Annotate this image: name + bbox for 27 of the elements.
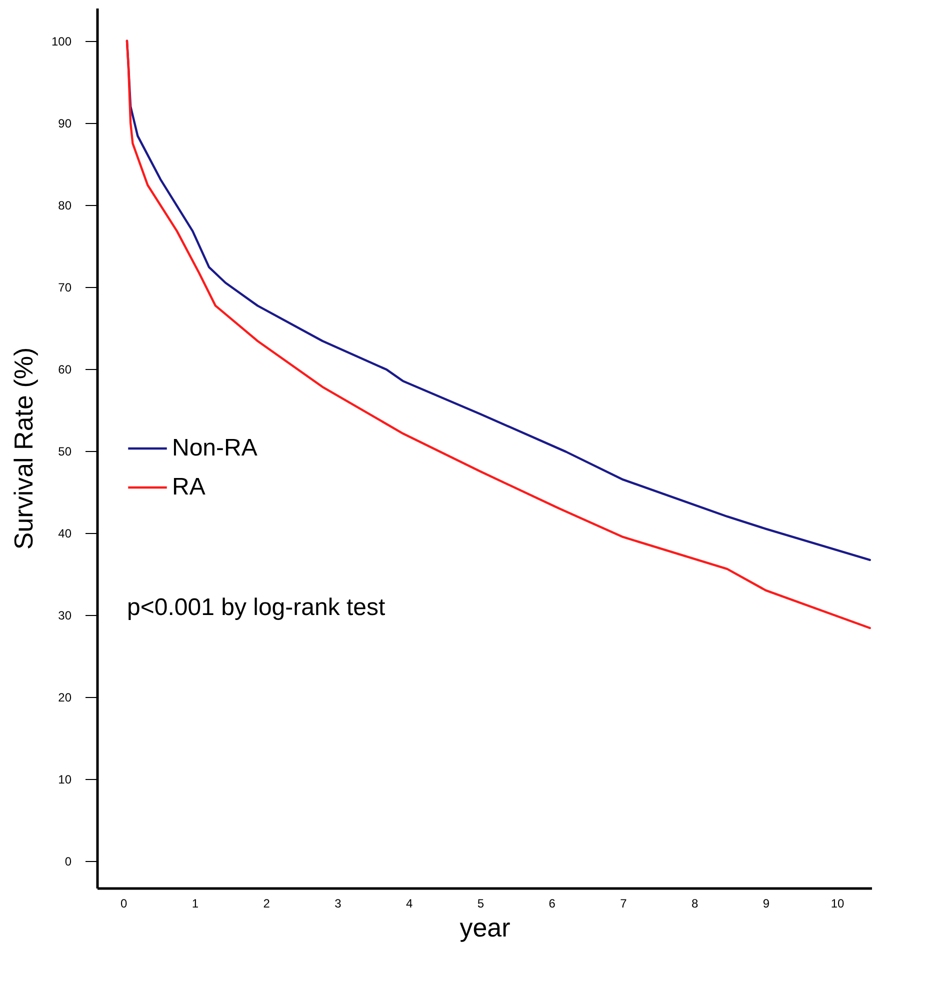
y-axis-title: Survival Rate (%): [8, 347, 38, 550]
y-tick-label: 30: [58, 608, 72, 622]
legend-label: Non-RA: [172, 434, 258, 462]
y-tick-label: 100: [51, 34, 72, 48]
y-tick-label: 50: [58, 444, 72, 458]
y-tick-label: 20: [58, 690, 72, 704]
x-tick-label: 10: [830, 896, 845, 910]
legend-label: RA: [172, 474, 206, 500]
y-tick-label: 40: [58, 526, 72, 540]
x-tick-label: 6: [548, 896, 556, 910]
x-tick-label: 8: [691, 896, 698, 910]
y-tick-label: 60: [58, 362, 72, 376]
x-tick-label: 3: [334, 896, 342, 910]
y-tick-label: 70: [58, 280, 72, 294]
x-tick-label: 0: [120, 896, 128, 910]
x-tick-label: 1: [192, 896, 199, 910]
annotation: p<0.001 by log-rank test: [127, 594, 386, 621]
x-tick-label: 7: [620, 896, 628, 910]
x-tick-label: 4: [406, 896, 414, 910]
y-tick-label: 90: [58, 116, 72, 130]
y-tick-label: 0: [64, 854, 72, 868]
y-tick-label: 80: [58, 198, 72, 212]
x-tick-label: 2: [263, 896, 270, 910]
x-axis-title: year: [460, 912, 511, 942]
x-tick-label: 9: [762, 896, 770, 910]
x-tick-label: 5: [477, 896, 484, 910]
y-tick-label: 10: [58, 772, 72, 786]
